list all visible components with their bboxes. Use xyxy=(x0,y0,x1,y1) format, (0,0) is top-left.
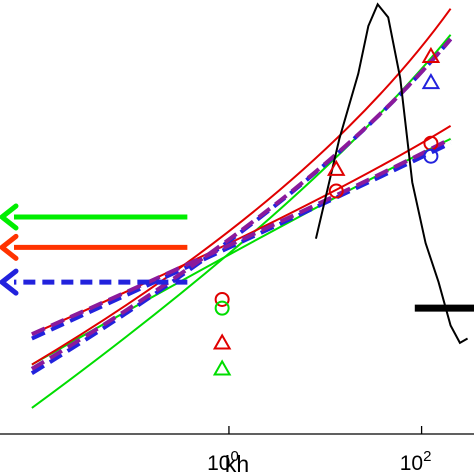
x-axis-label: kh xyxy=(225,451,249,474)
arrow-1 xyxy=(0,233,188,261)
series-line-0 xyxy=(31,34,452,409)
triangle-marker-3 xyxy=(212,359,232,376)
triangle-marker-6 xyxy=(421,46,441,64)
series-line-6 xyxy=(30,37,453,371)
circle-marker-1 xyxy=(214,300,230,316)
arrow-head-0 xyxy=(0,203,19,231)
arrow-head-1 xyxy=(0,233,19,261)
series-line-4 xyxy=(30,37,453,375)
circle-marker-5 xyxy=(328,183,344,199)
x-tick-label-1: 102 xyxy=(400,448,432,474)
circle-marker-9 xyxy=(423,148,439,164)
arrow-0 xyxy=(0,203,188,231)
series-line-3 xyxy=(31,125,452,336)
series-line-2 xyxy=(31,8,452,366)
triangle-marker-4 xyxy=(327,159,346,176)
triangle-marker-2 xyxy=(212,333,232,350)
x-tick-label-0: 100 xyxy=(207,448,239,474)
series-line-8 xyxy=(314,2,469,345)
x-axis-ticks: 100 102 xyxy=(207,426,431,474)
arrow-head-2 xyxy=(0,268,19,296)
triangle-marker-7 xyxy=(421,72,441,90)
plot-area xyxy=(0,2,474,409)
circle-marker-0 xyxy=(214,291,230,307)
arrow-2 xyxy=(0,268,188,296)
